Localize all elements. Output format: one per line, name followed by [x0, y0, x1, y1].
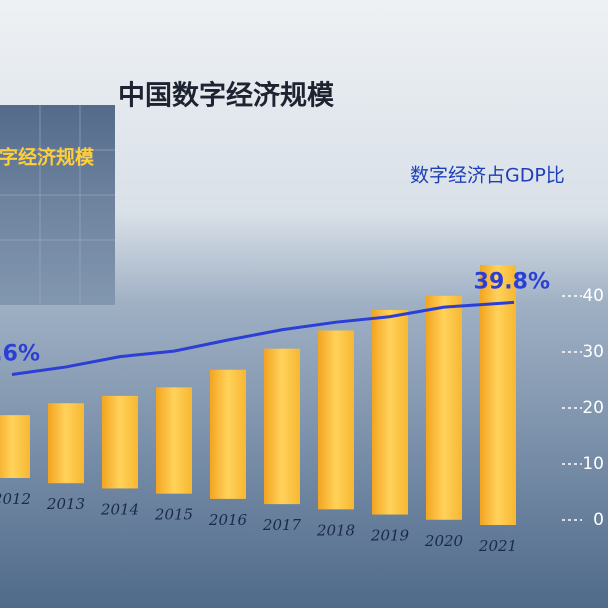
bar [372, 309, 408, 515]
bar [48, 403, 84, 484]
bar [210, 369, 246, 499]
x-tick-label: 2016 [208, 511, 248, 529]
x-tick-label: 2019 [370, 527, 410, 545]
bar [102, 395, 138, 489]
bar [264, 348, 300, 505]
bar [156, 387, 192, 494]
bar [480, 265, 516, 525]
chart-title: 中国数字经济规模 [118, 80, 334, 112]
y-axis-label: 数字经济规模 [0, 146, 95, 169]
line [11, 300, 515, 376]
bar [0, 415, 30, 478]
x-tick-label: 2015 [154, 506, 193, 524]
x-tick-label: 2012 [0, 490, 31, 508]
y2-tick-label: 20 [582, 398, 604, 418]
x-tick-label: 2013 [46, 495, 85, 513]
value-label: 21.6% [0, 341, 40, 366]
value-label: 39.8% [474, 269, 550, 294]
wall [0, 105, 115, 305]
bar [318, 330, 354, 510]
x-tick-label: 2021 [478, 537, 517, 555]
y2-tick-label: 0 [593, 510, 604, 530]
y2-axis-label: 数字经济占GDP比 [410, 165, 565, 187]
bar [426, 295, 462, 520]
x-tick-label: 2014 [100, 500, 139, 518]
x-tick-label: 2018 [316, 521, 355, 539]
y2-tick-label: 10 [582, 454, 604, 474]
y2-tick-label: 30 [582, 342, 604, 362]
x-tick-label: 2020 [424, 532, 464, 550]
y2-tick-label: 40 [582, 286, 604, 306]
x-tick-label: 2017 [262, 516, 302, 534]
